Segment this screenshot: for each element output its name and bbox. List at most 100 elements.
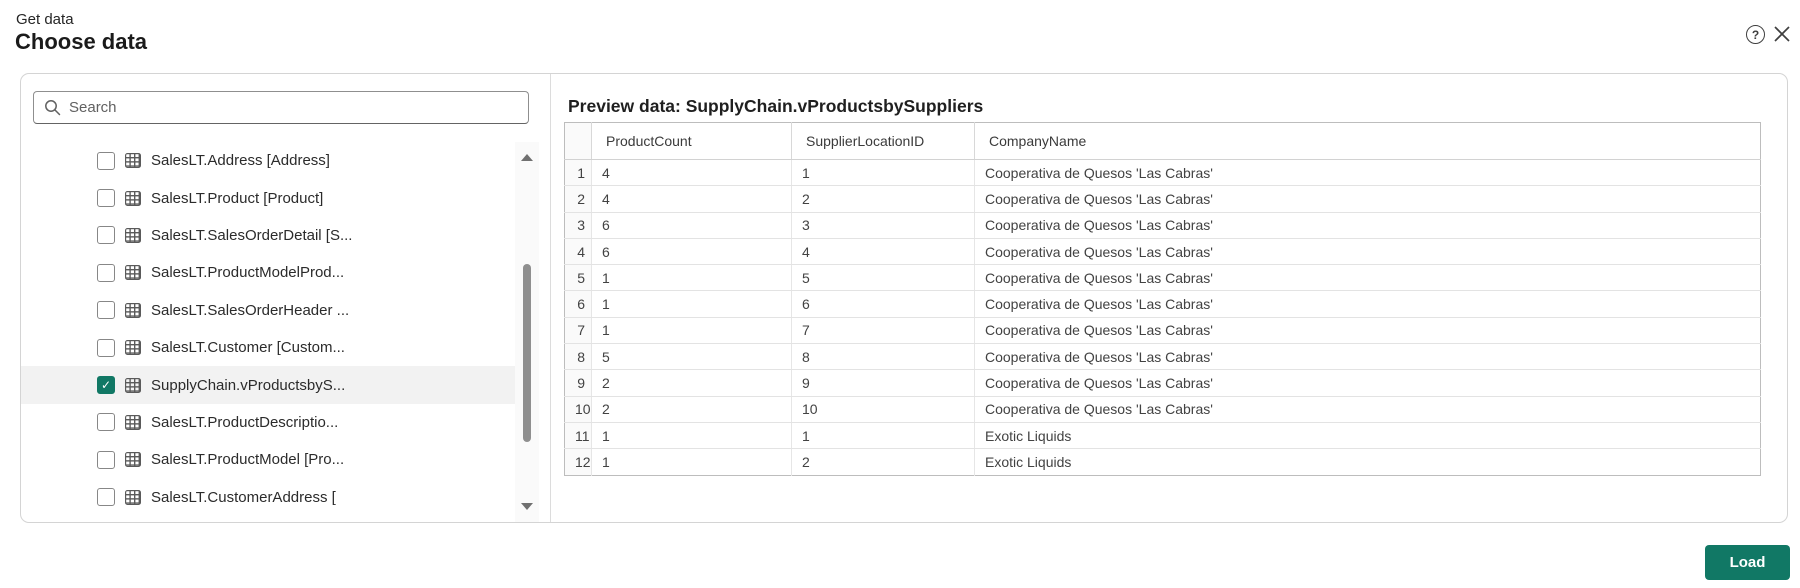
list-scrollbar[interactable] <box>515 142 539 522</box>
cell-companyname: Cooperativa de Quesos 'Las Cabras' <box>974 396 1761 423</box>
table-row: 3 6 3 Cooperativa de Quesos 'Las Cabras' <box>564 212 1761 239</box>
row-number-cell: 3 <box>564 212 592 239</box>
sidebar-item[interactable]: SalesLT.ProductModel [Pro... <box>21 441 515 478</box>
cell-supplierlocationid: 3 <box>791 212 975 239</box>
table-grid-icon <box>125 489 141 505</box>
cell-supplierlocationid: 10 <box>791 396 975 423</box>
close-icon[interactable] <box>1772 24 1792 44</box>
sidebar-item[interactable]: ✓ SupplyChain.vProductsbyS... <box>21 366 515 404</box>
scroll-down-icon[interactable] <box>521 503 533 510</box>
column-header-companyname: CompanyName <box>974 122 1761 160</box>
row-number-cell: 2 <box>564 185 592 213</box>
search-input[interactable] <box>69 99 518 116</box>
cell-productcount: 1 <box>591 422 792 450</box>
item-checkbox[interactable] <box>97 338 115 357</box>
sidebar-item-label: SalesLT.ProductModelProd... <box>151 264 345 282</box>
row-number-cell: 9 <box>564 369 592 397</box>
cell-productcount: 6 <box>591 238 792 266</box>
cell-supplierlocationid: 4 <box>791 238 975 266</box>
cell-companyname: Exotic Liquids <box>974 422 1761 450</box>
cell-productcount: 4 <box>591 159 792 187</box>
cell-supplierlocationid: 5 <box>791 264 975 292</box>
cell-supplierlocationid: 1 <box>791 159 975 187</box>
item-checkbox[interactable] <box>97 301 115 320</box>
row-number-cell: 10 <box>564 396 592 423</box>
dialog-title: Choose data <box>15 29 148 54</box>
row-number-cell: 7 <box>564 317 592 345</box>
help-glyph: ? <box>1751 27 1760 42</box>
cell-productcount: 5 <box>591 343 792 371</box>
preview-table: ProductCount SupplierLocationID CompanyN… <box>564 122 1761 476</box>
table-grid-icon <box>125 153 141 169</box>
cell-supplierlocationid: 1 <box>791 422 975 450</box>
sidebar-item[interactable]: SalesLT.SalesOrderHeader ... <box>21 292 515 329</box>
choose-data-panel: SalesLT.Address [Address] SalesLT.Produc… <box>20 73 1788 523</box>
table-grid-icon <box>125 302 141 318</box>
table-row: 10 2 10 Cooperativa de Quesos 'Las Cabra… <box>564 396 1761 423</box>
sidebar-item-label: SalesLT.ProductDescriptio... <box>151 413 339 431</box>
sidebar-item-label: SalesLT.SalesOrderDetail [S... <box>151 226 353 244</box>
cell-productcount: 2 <box>591 369 792 397</box>
sidebar-item-label: SupplyChain.vProductsbyS... <box>151 376 346 394</box>
table-row: 7 1 7 Cooperativa de Quesos 'Las Cabras' <box>564 317 1761 345</box>
load-button[interactable]: Load <box>1705 545 1790 580</box>
item-checkbox[interactable] <box>97 413 115 432</box>
table-row: 6 1 6 Cooperativa de Quesos 'Las Cabras' <box>564 290 1761 318</box>
table-grid-icon <box>125 340 141 356</box>
table-grid-icon <box>125 377 141 393</box>
cell-productcount: 1 <box>591 290 792 318</box>
table-row: 12 1 2 Exotic Liquids <box>564 448 1761 476</box>
row-number-cell: 4 <box>564 238 592 266</box>
checkmark-icon: ✓ <box>100 378 112 393</box>
cell-productcount: 2 <box>591 396 792 423</box>
table-grid-icon <box>125 414 141 430</box>
item-checkbox[interactable] <box>97 151 115 170</box>
sidebar-item-label: SalesLT.ProductModel [Pro... <box>151 451 345 469</box>
cell-companyname: Cooperativa de Quesos 'Las Cabras' <box>974 343 1761 371</box>
search-box[interactable] <box>33 91 529 124</box>
column-header-productcount: ProductCount <box>591 122 792 160</box>
preview-header-row: ProductCount SupplierLocationID CompanyN… <box>564 122 1761 160</box>
item-checkbox[interactable] <box>97 263 115 282</box>
table-row: 11 1 1 Exotic Liquids <box>564 422 1761 450</box>
cell-companyname: Cooperativa de Quesos 'Las Cabras' <box>974 185 1761 213</box>
dialog-subtitle: Get data <box>16 11 74 28</box>
row-number-cell: 11 <box>564 422 592 450</box>
row-number-cell: 1 <box>564 159 592 187</box>
table-row: 1 4 1 Cooperativa de Quesos 'Las Cabras' <box>564 159 1761 187</box>
cell-productcount: 4 <box>591 185 792 213</box>
cell-supplierlocationid: 6 <box>791 290 975 318</box>
cell-companyname: Exotic Liquids <box>985 453 1072 470</box>
cell-companyname: Cooperativa de Quesos 'Las Cabras' <box>974 212 1761 239</box>
table-row: 2 4 2 Cooperativa de Quesos 'Las Cabras' <box>564 185 1761 213</box>
cell-companyname: Cooperativa de Quesos 'Las Cabras' <box>974 317 1761 345</box>
help-icon[interactable]: ? <box>1746 25 1765 44</box>
item-checkbox[interactable] <box>97 189 115 208</box>
scroll-up-icon[interactable] <box>521 154 533 161</box>
sidebar-item[interactable]: SalesLT.Address [Address] <box>21 142 515 179</box>
item-checkbox[interactable]: ✓ <box>97 376 115 395</box>
cell-supplierlocationid: 7 <box>791 317 975 345</box>
row-number-cell: 5 <box>564 264 592 292</box>
cell-companyname: Cooperativa de Quesos 'Las Cabras' <box>974 264 1761 292</box>
table-row: 5 1 5 Cooperativa de Quesos 'Las Cabras' <box>564 264 1761 292</box>
sidebar-item[interactable]: SalesLT.ProductModelProd... <box>21 254 515 291</box>
cell-companyname: Cooperativa de Quesos 'Las Cabras' <box>974 159 1761 187</box>
cell-supplierlocationid: 9 <box>791 369 975 397</box>
row-number-cell: 6 <box>564 290 592 318</box>
row-number-cell: 8 <box>564 343 592 371</box>
cell-productcount: 6 <box>591 212 792 239</box>
table-row: 4 6 4 Cooperativa de Quesos 'Las Cabras' <box>564 238 1761 266</box>
item-checkbox[interactable] <box>97 450 115 469</box>
sidebar-item[interactable]: SalesLT.Product [Product] <box>21 179 515 216</box>
item-checkbox[interactable] <box>97 488 115 507</box>
sidebar-item-label: SalesLT.Address [Address] <box>151 152 330 170</box>
table-picker-panel: SalesLT.Address [Address] SalesLT.Produc… <box>21 74 551 522</box>
item-checkbox[interactable] <box>97 226 115 245</box>
sidebar-item[interactable]: SalesLT.CustomerAddress [ <box>21 479 515 516</box>
sidebar-item[interactable]: SalesLT.Customer [Custom... <box>21 329 515 366</box>
sidebar-item[interactable]: SalesLT.ProductDescriptio... <box>21 404 515 441</box>
sidebar-item[interactable]: SalesLT.SalesOrderDetail [S... <box>21 217 515 254</box>
search-icon <box>45 100 61 116</box>
scrollbar-thumb[interactable] <box>523 264 531 442</box>
